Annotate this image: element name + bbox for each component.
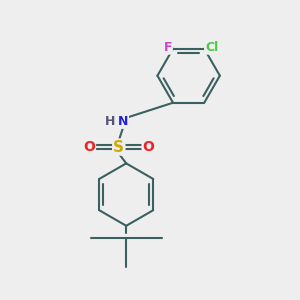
Text: S: S xyxy=(113,140,124,154)
Text: O: O xyxy=(142,140,154,154)
Text: N: N xyxy=(118,115,128,128)
Text: Cl: Cl xyxy=(205,41,218,54)
Text: F: F xyxy=(164,41,172,54)
Text: H: H xyxy=(105,115,115,128)
Text: O: O xyxy=(83,140,95,154)
